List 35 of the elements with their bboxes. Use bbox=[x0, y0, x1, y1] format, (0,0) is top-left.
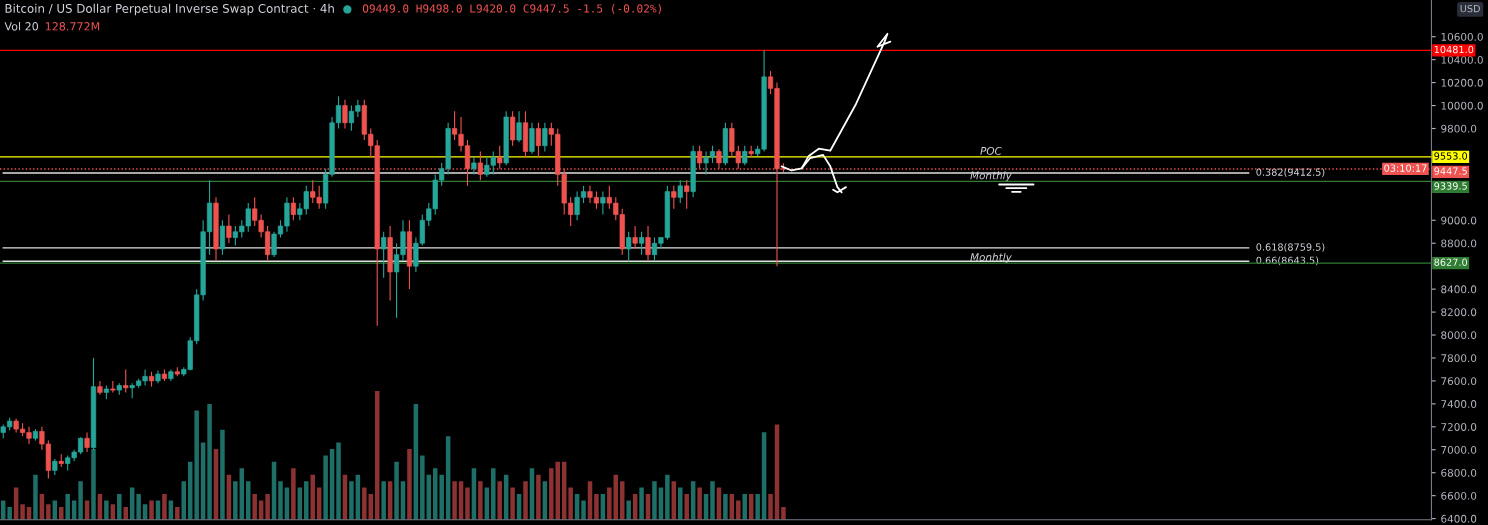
y-tick-label: 7200.0 bbox=[1441, 423, 1477, 431]
ref-line-label: 0.618(8759.5) bbox=[1256, 243, 1325, 252]
annotation: POC bbox=[980, 146, 1002, 155]
y-tick-label: 10200.0 bbox=[1441, 78, 1483, 87]
ref-line-label: 0.66(8643.5) bbox=[1256, 256, 1319, 266]
chart-title: Vol 20 bbox=[4, 21, 39, 31]
chart-subtitle: 128.772M bbox=[45, 22, 100, 31]
y-tick-label: 7800.0 bbox=[1441, 354, 1477, 363]
text: USD bbox=[1460, 4, 1480, 13]
chart-title: Bitcoin / US Dollar Perpetual Inverse Swap Contract · 4h bbox=[5, 3, 334, 16]
y-tick-label: 7600.0 bbox=[1441, 377, 1477, 386]
annotation: 03:10:17 bbox=[1384, 164, 1427, 172]
y-tick-label: 6400.0 bbox=[1441, 514, 1477, 523]
ref-line-label: 9553.0 bbox=[1434, 152, 1468, 160]
y-tick-label: 6800.0 bbox=[1441, 468, 1477, 477]
y-tick-label: 8400.0 bbox=[1441, 285, 1477, 294]
y-tick-label: 9000.0 bbox=[1441, 216, 1477, 225]
annotation: Monhtly bbox=[970, 253, 1012, 264]
ref-line-label: 9447.5 bbox=[1434, 167, 1467, 175]
y-tick-label: 8000.0 bbox=[1441, 331, 1477, 340]
ref-line-label: 0.382(9412.5) bbox=[1256, 168, 1325, 177]
y-tick-label: 9800.0 bbox=[1441, 124, 1477, 133]
y-tick-label: 7400.0 bbox=[1441, 400, 1477, 408]
ref-line-label: 9339.5 bbox=[1434, 182, 1467, 190]
y-tick-label: 6600.0 bbox=[1441, 491, 1477, 500]
y-tick-label: 8800.0 bbox=[1441, 239, 1477, 248]
annotation: Monthly bbox=[970, 171, 1012, 182]
y-tick-label: 7000.0 bbox=[1441, 445, 1477, 454]
ref-line-label: 8627.0 bbox=[1434, 258, 1468, 266]
ref-line-label: 10481.0 bbox=[1434, 45, 1474, 54]
y-tick-label: 10400.0 bbox=[1441, 55, 1483, 64]
y-tick-label: 10600.0 bbox=[1441, 32, 1483, 41]
y-tick-label: 10000.0 bbox=[1441, 101, 1483, 110]
y-tick-label: 8200.0 bbox=[1441, 308, 1477, 317]
chart-subtitle: O9449.0 H9498.0 L9420.0 C9447.5 -1.5 (-0.02%) bbox=[362, 4, 661, 15]
